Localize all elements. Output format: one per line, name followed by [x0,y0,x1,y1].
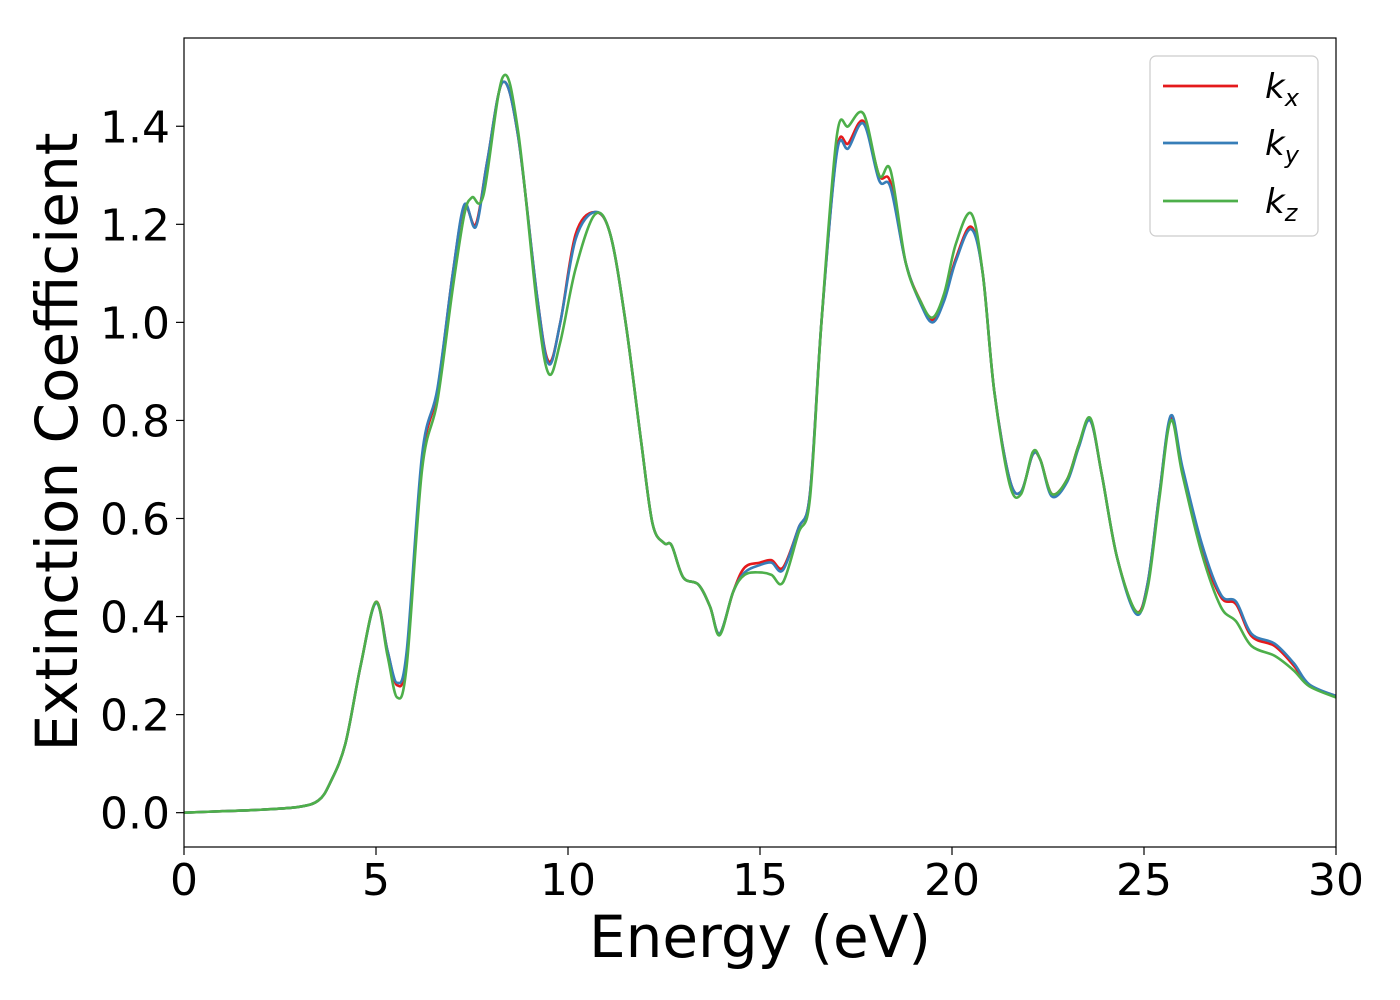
x-axis-title: Energy (eV) [589,903,931,971]
y-tick-label: 0.4 [100,593,170,644]
legend-label-y: ky [1265,124,1300,169]
x-tick-label: 0 [170,855,198,906]
legend-label-base: k [1265,124,1286,164]
legend-label-subscript: z [1284,199,1299,227]
y-tick-label: 1.0 [100,298,170,349]
legend-label-base: k [1265,67,1286,107]
y-axis-title: Extinction Coefficient [23,133,91,752]
y-tick-label: 0.6 [100,494,170,545]
legend-label-x: kx [1265,67,1300,112]
y-tick-label: 1.4 [100,102,170,153]
x-tick-label: 5 [362,855,390,906]
x-tick-label: 25 [1116,855,1172,906]
x-tick-label: 10 [540,855,596,906]
legend-label-subscript: y [1284,141,1300,169]
x-tick-label: 30 [1308,855,1364,906]
legend-box [1149,55,1319,237]
series-line-z [184,73,1336,814]
y-tick-label: 0.0 [100,789,170,840]
y-tick-label: 1.2 [100,200,170,251]
x-axis: 0 5 10 15 20 25 30 [170,847,1364,906]
x-tick-label: 20 [924,855,980,906]
y-tick-label: 0.8 [100,396,170,447]
x-tick-label: 15 [732,855,788,906]
series-layer [184,73,1336,814]
y-axis: 0.0 0.2 0.4 0.6 0.8 1.0 1.2 1.4 [100,102,184,840]
legend-label-base: k [1265,182,1286,222]
legend-label-z: kz [1265,182,1299,227]
legend-label-subscript: x [1284,84,1300,112]
y-tick-label: 0.2 [100,691,170,742]
